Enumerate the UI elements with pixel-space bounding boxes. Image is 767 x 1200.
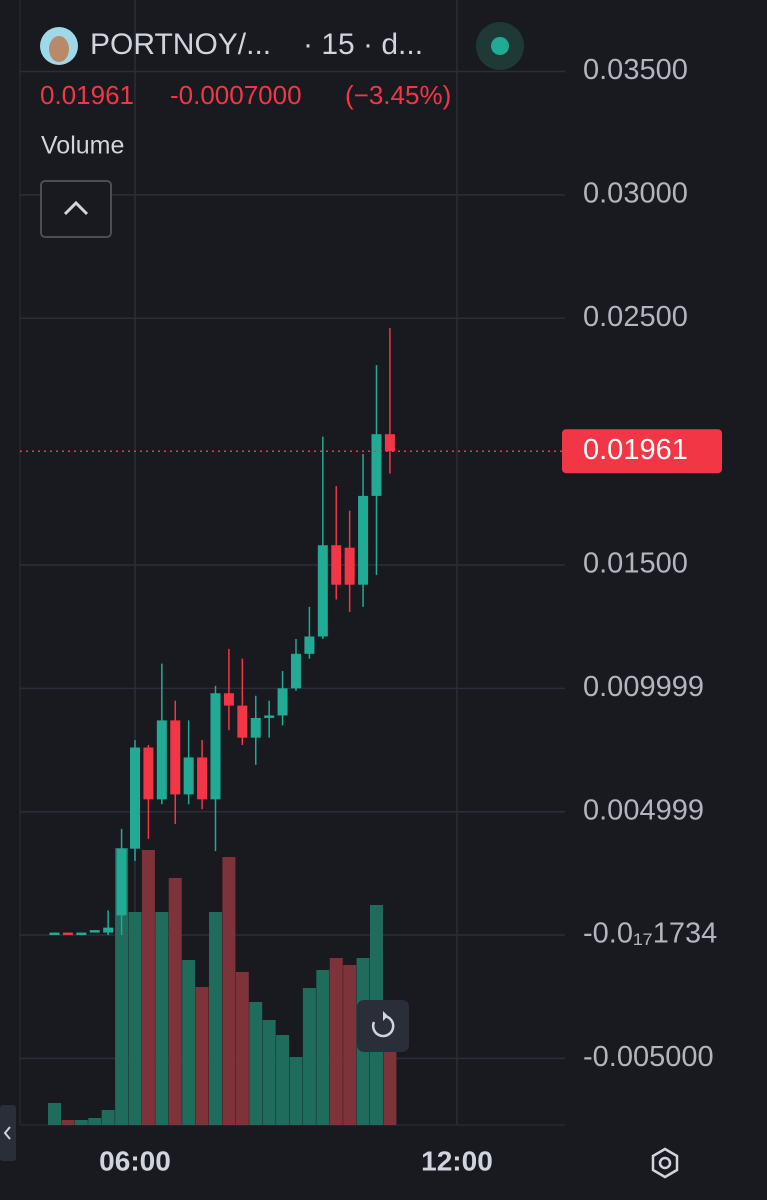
candle-body — [304, 636, 315, 654]
y-tick-label: -0.0₁₇1734 — [583, 918, 717, 950]
volume-bar — [289, 1057, 303, 1125]
volume-bar — [168, 878, 182, 1125]
settings-icon — [658, 1156, 672, 1170]
volume-bar — [329, 958, 343, 1125]
volume-bar — [88, 1118, 102, 1125]
collapse-button[interactable] — [40, 180, 112, 238]
price: 0.01961 — [40, 80, 134, 110]
volume-bar — [101, 1110, 115, 1125]
indicator-label: Volume — [41, 132, 124, 160]
x-tick-label: 06:00 — [99, 1145, 171, 1176]
volume-bar — [383, 1050, 397, 1125]
volume-bar — [128, 912, 142, 1125]
volume-bar — [235, 972, 249, 1125]
volume-bar — [249, 1002, 263, 1125]
volume-bar — [343, 965, 357, 1125]
y-tick-label: -0.005000 — [583, 1041, 714, 1073]
change-pct: (−3.45%) — [345, 80, 451, 110]
symbol[interactable]: PORTNOY/... — [90, 28, 271, 61]
candle-body — [317, 545, 328, 637]
candle-body — [290, 653, 301, 689]
reset-icon — [371, 1014, 395, 1038]
y-tick-label: 0.03500 — [583, 54, 688, 86]
candle-body — [170, 720, 181, 795]
plot-area — [20, 0, 565, 1125]
volume-bar — [195, 987, 209, 1125]
volume-bar — [182, 960, 196, 1125]
candle-body — [277, 688, 288, 716]
chevron-icon — [63, 200, 89, 216]
change: -0.0007000 — [170, 80, 302, 110]
volume-bar — [115, 848, 129, 1125]
candle-body — [384, 434, 395, 452]
candle-body — [89, 930, 100, 933]
candle-body — [358, 495, 369, 585]
candle-body — [103, 927, 114, 933]
candle-body — [143, 747, 154, 800]
volume-bar — [74, 1120, 88, 1125]
candle-body — [237, 705, 248, 738]
volume-bar — [155, 912, 169, 1125]
candle-body — [129, 747, 140, 849]
volume-bar — [48, 1103, 62, 1125]
last-price-tag — [562, 429, 722, 474]
status-dot — [491, 37, 509, 55]
volume-bar — [262, 1020, 276, 1125]
volume-bar — [316, 970, 330, 1125]
candle-body — [156, 720, 167, 800]
y-tick-label: 0.004999 — [583, 794, 704, 826]
volume-bar — [222, 857, 236, 1125]
interval[interactable]: · 15 · d... — [303, 28, 423, 61]
candle-body — [76, 932, 87, 936]
candle-body — [116, 848, 127, 916]
last-price-label: 0.01961 — [583, 434, 688, 466]
candle-body — [183, 757, 194, 795]
candle-body — [331, 545, 342, 585]
volume-bar — [141, 850, 155, 1125]
candle-body — [344, 547, 355, 585]
candle-body — [223, 693, 234, 706]
y-tick-label: 0.009999 — [583, 671, 704, 703]
y-tick-label: 0.03000 — [583, 178, 688, 210]
candle-body — [264, 715, 275, 718]
y-tick-label: 0.02500 — [583, 301, 688, 333]
settings-button[interactable] — [651, 1147, 679, 1179]
reset-button[interactable] — [357, 1000, 409, 1052]
side-tab[interactable] — [0, 1105, 16, 1161]
candle-body — [250, 717, 261, 738]
avatar-face — [49, 36, 69, 62]
candle-body — [62, 932, 73, 936]
volume-bar — [276, 1035, 290, 1125]
y-tick-label: 0.01500 — [583, 548, 688, 580]
candle-body — [371, 434, 382, 496]
x-tick-label: 12:00 — [421, 1145, 493, 1176]
reset-icon-arrow — [383, 1011, 388, 1021]
candle-body — [210, 693, 221, 800]
volume-bar — [61, 1120, 75, 1125]
side-tab-icon — [3, 1126, 11, 1140]
volume-bar — [302, 988, 316, 1125]
candle-body — [197, 757, 208, 800]
candle-body — [49, 932, 60, 936]
volume-bar — [208, 912, 222, 1125]
